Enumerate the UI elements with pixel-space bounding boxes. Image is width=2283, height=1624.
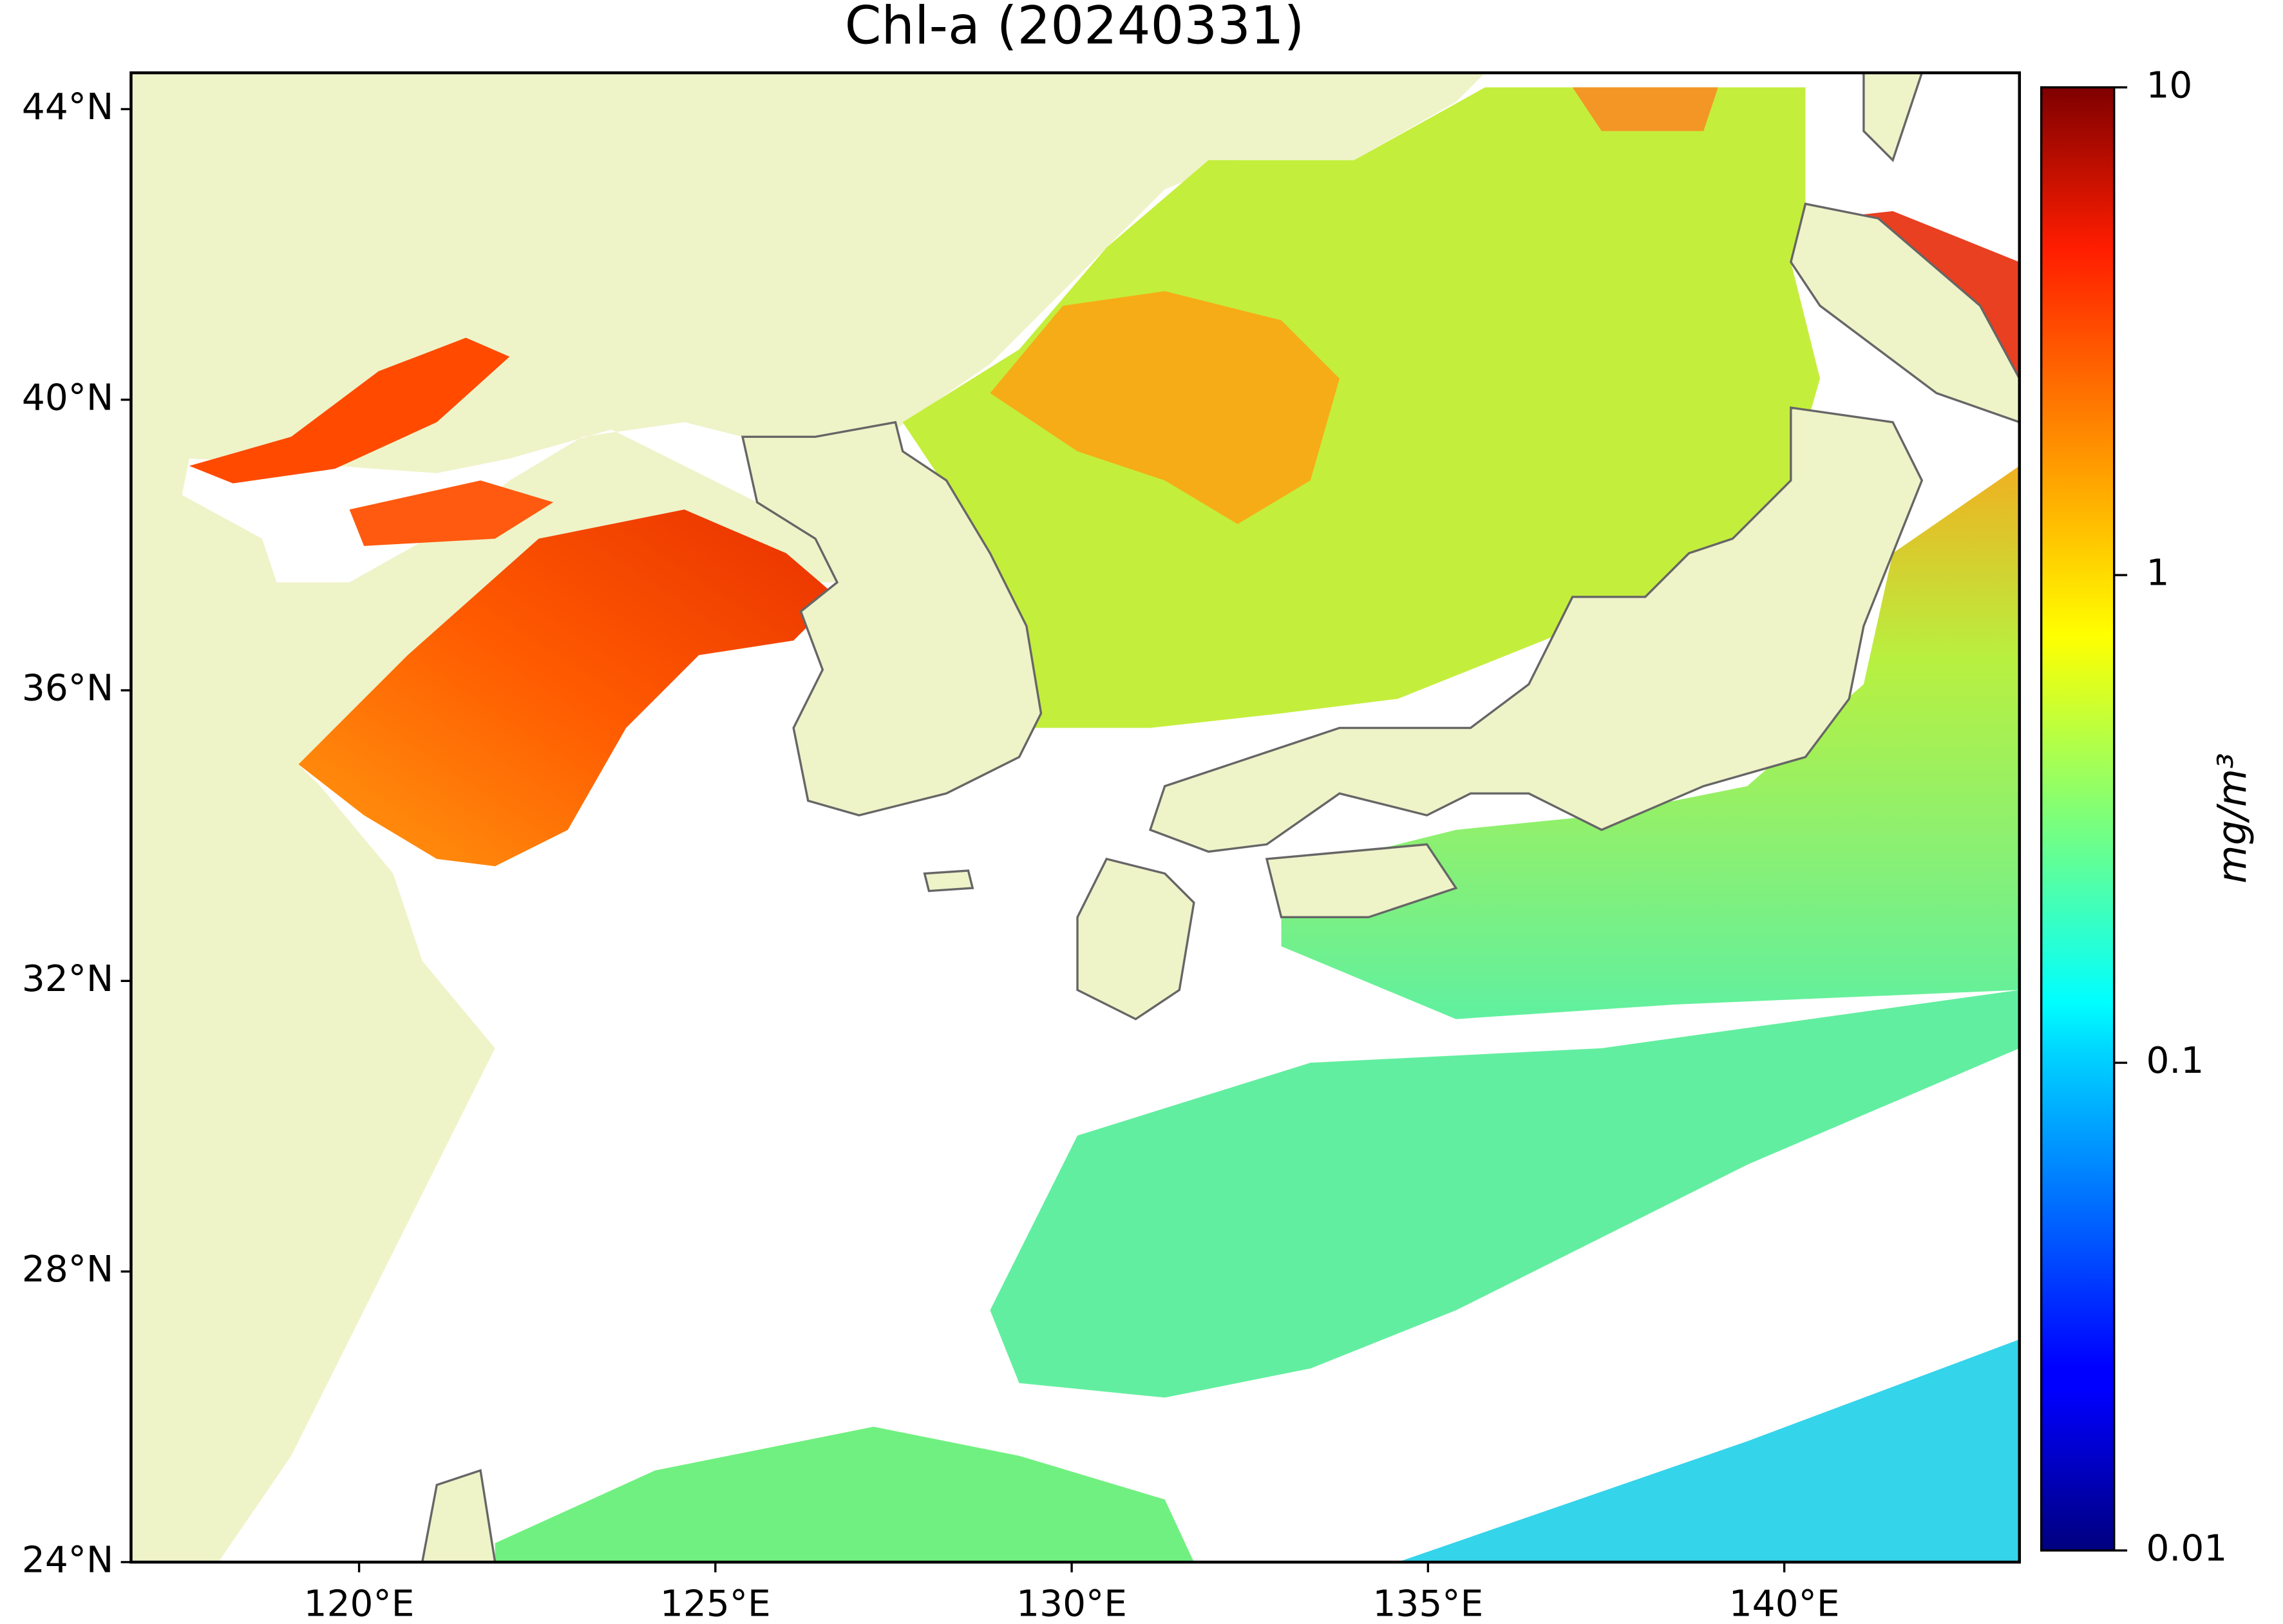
y-tick-label: 44°N <box>22 86 113 128</box>
hokkaido <box>1790 202 2020 424</box>
y-tick-label: 36°N <box>22 668 113 710</box>
chl-east-sea-bloom <box>990 291 1340 524</box>
map <box>131 73 2020 1562</box>
colorbar-label: mg/m³ <box>2210 753 2255 883</box>
chl-east-sea-north <box>1572 87 1718 131</box>
x-tick-label: 125°E <box>660 1583 771 1624</box>
x-tick-label: 130°E <box>1016 1583 1127 1624</box>
shikoku <box>1265 843 1458 919</box>
chl-yellow-sea <box>298 509 837 867</box>
jeju <box>923 869 974 892</box>
y-tick-label: 24°N <box>22 1540 113 1582</box>
y-tick-label: 28°N <box>22 1249 113 1290</box>
colorbar-tick-label: 0.01 <box>2146 1527 2227 1569</box>
y-tick-label: 32°N <box>22 958 113 1000</box>
x-tick-label: 120°E <box>304 1583 415 1624</box>
chl-east-sea <box>902 87 1821 728</box>
colorbar-tick-label: 1 <box>2146 552 2169 594</box>
taiwan <box>421 1469 497 1562</box>
chl-liaodong <box>349 480 554 546</box>
chl-mid-band <box>990 990 2020 1398</box>
sakhalin <box>1862 73 1924 162</box>
chl-bohai <box>189 337 510 484</box>
chl-pacific <box>1281 466 2020 1019</box>
colorbar <box>2040 86 2116 1552</box>
chl-south-west <box>495 1426 1194 1562</box>
honshu <box>1148 406 1924 853</box>
x-tick-label: 135°E <box>1372 1583 1483 1624</box>
y-tick-label: 40°N <box>22 377 113 419</box>
chart-title: Chl-a (20240331) <box>845 0 1305 57</box>
land <box>421 73 2020 1562</box>
chl-south-east <box>1397 1339 2020 1562</box>
colorbar-tick-label: 0.1 <box>2146 1040 2204 1082</box>
colorbar-tick-label: 10 <box>2146 64 2192 106</box>
korea <box>741 420 1043 817</box>
plot-frame <box>129 71 2022 1564</box>
x-tick-label: 140°E <box>1729 1583 1840 1624</box>
kyushu <box>1076 857 1195 1021</box>
